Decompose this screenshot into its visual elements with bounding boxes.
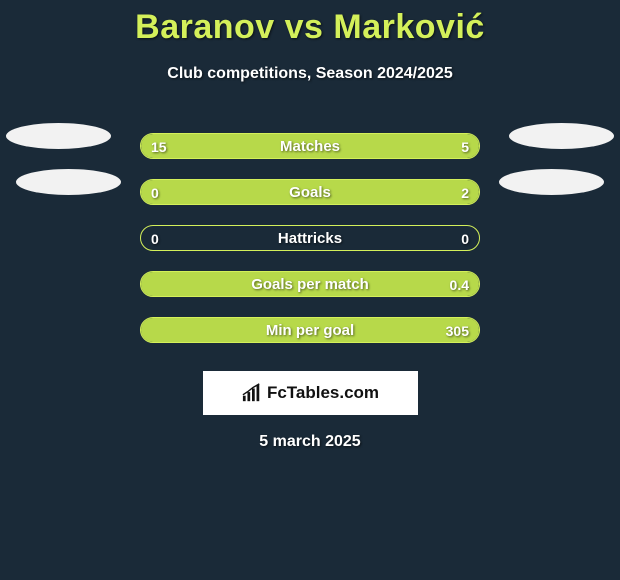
brand-link[interactable]: FcTables.com xyxy=(203,371,418,415)
bar-chart-icon xyxy=(241,383,263,403)
comparison-widget: Baranov vs Marković Club competitions, S… xyxy=(0,0,620,451)
stat-bar: Min per goal 305 xyxy=(140,317,480,343)
stat-bar: 15 Matches 5 xyxy=(140,133,480,159)
avatar-placeholder-left xyxy=(16,169,121,195)
stat-bar: 0 Goals 2 xyxy=(140,179,480,205)
stat-bar-left-fill xyxy=(141,134,395,158)
page-subtitle: Club competitions, Season 2024/2025 xyxy=(0,65,620,83)
stat-bar-right-fill xyxy=(395,134,480,158)
stat-bar: Goals per match 0.4 xyxy=(140,271,480,297)
stat-row-goals: 0 Goals 2 xyxy=(0,169,620,215)
date-label: 5 march 2025 xyxy=(0,433,620,451)
stat-row-matches: 15 Matches 5 xyxy=(0,123,620,169)
stats-area: 15 Matches 5 0 Goals 2 0 Hattricks xyxy=(0,123,620,353)
stat-value-left: 0 xyxy=(151,226,159,251)
stat-value-right: 0 xyxy=(461,226,469,251)
stat-bar: 0 Hattricks 0 xyxy=(140,225,480,251)
stat-bar-right-fill xyxy=(141,180,479,204)
stat-bar-right-fill xyxy=(141,272,479,296)
stat-row-goals-per-match: Goals per match 0.4 xyxy=(0,261,620,307)
avatar-placeholder-left xyxy=(6,123,111,149)
page-title: Baranov vs Marković xyxy=(0,8,620,47)
stat-row-hattricks: 0 Hattricks 0 xyxy=(0,215,620,261)
brand-label: FcTables.com xyxy=(267,383,379,403)
avatar-placeholder-right xyxy=(509,123,614,149)
stat-bar-right-fill xyxy=(141,318,479,342)
stat-label: Hattricks xyxy=(141,226,479,251)
avatar-placeholder-right xyxy=(499,169,604,195)
stat-row-min-per-goal: Min per goal 305 xyxy=(0,307,620,353)
